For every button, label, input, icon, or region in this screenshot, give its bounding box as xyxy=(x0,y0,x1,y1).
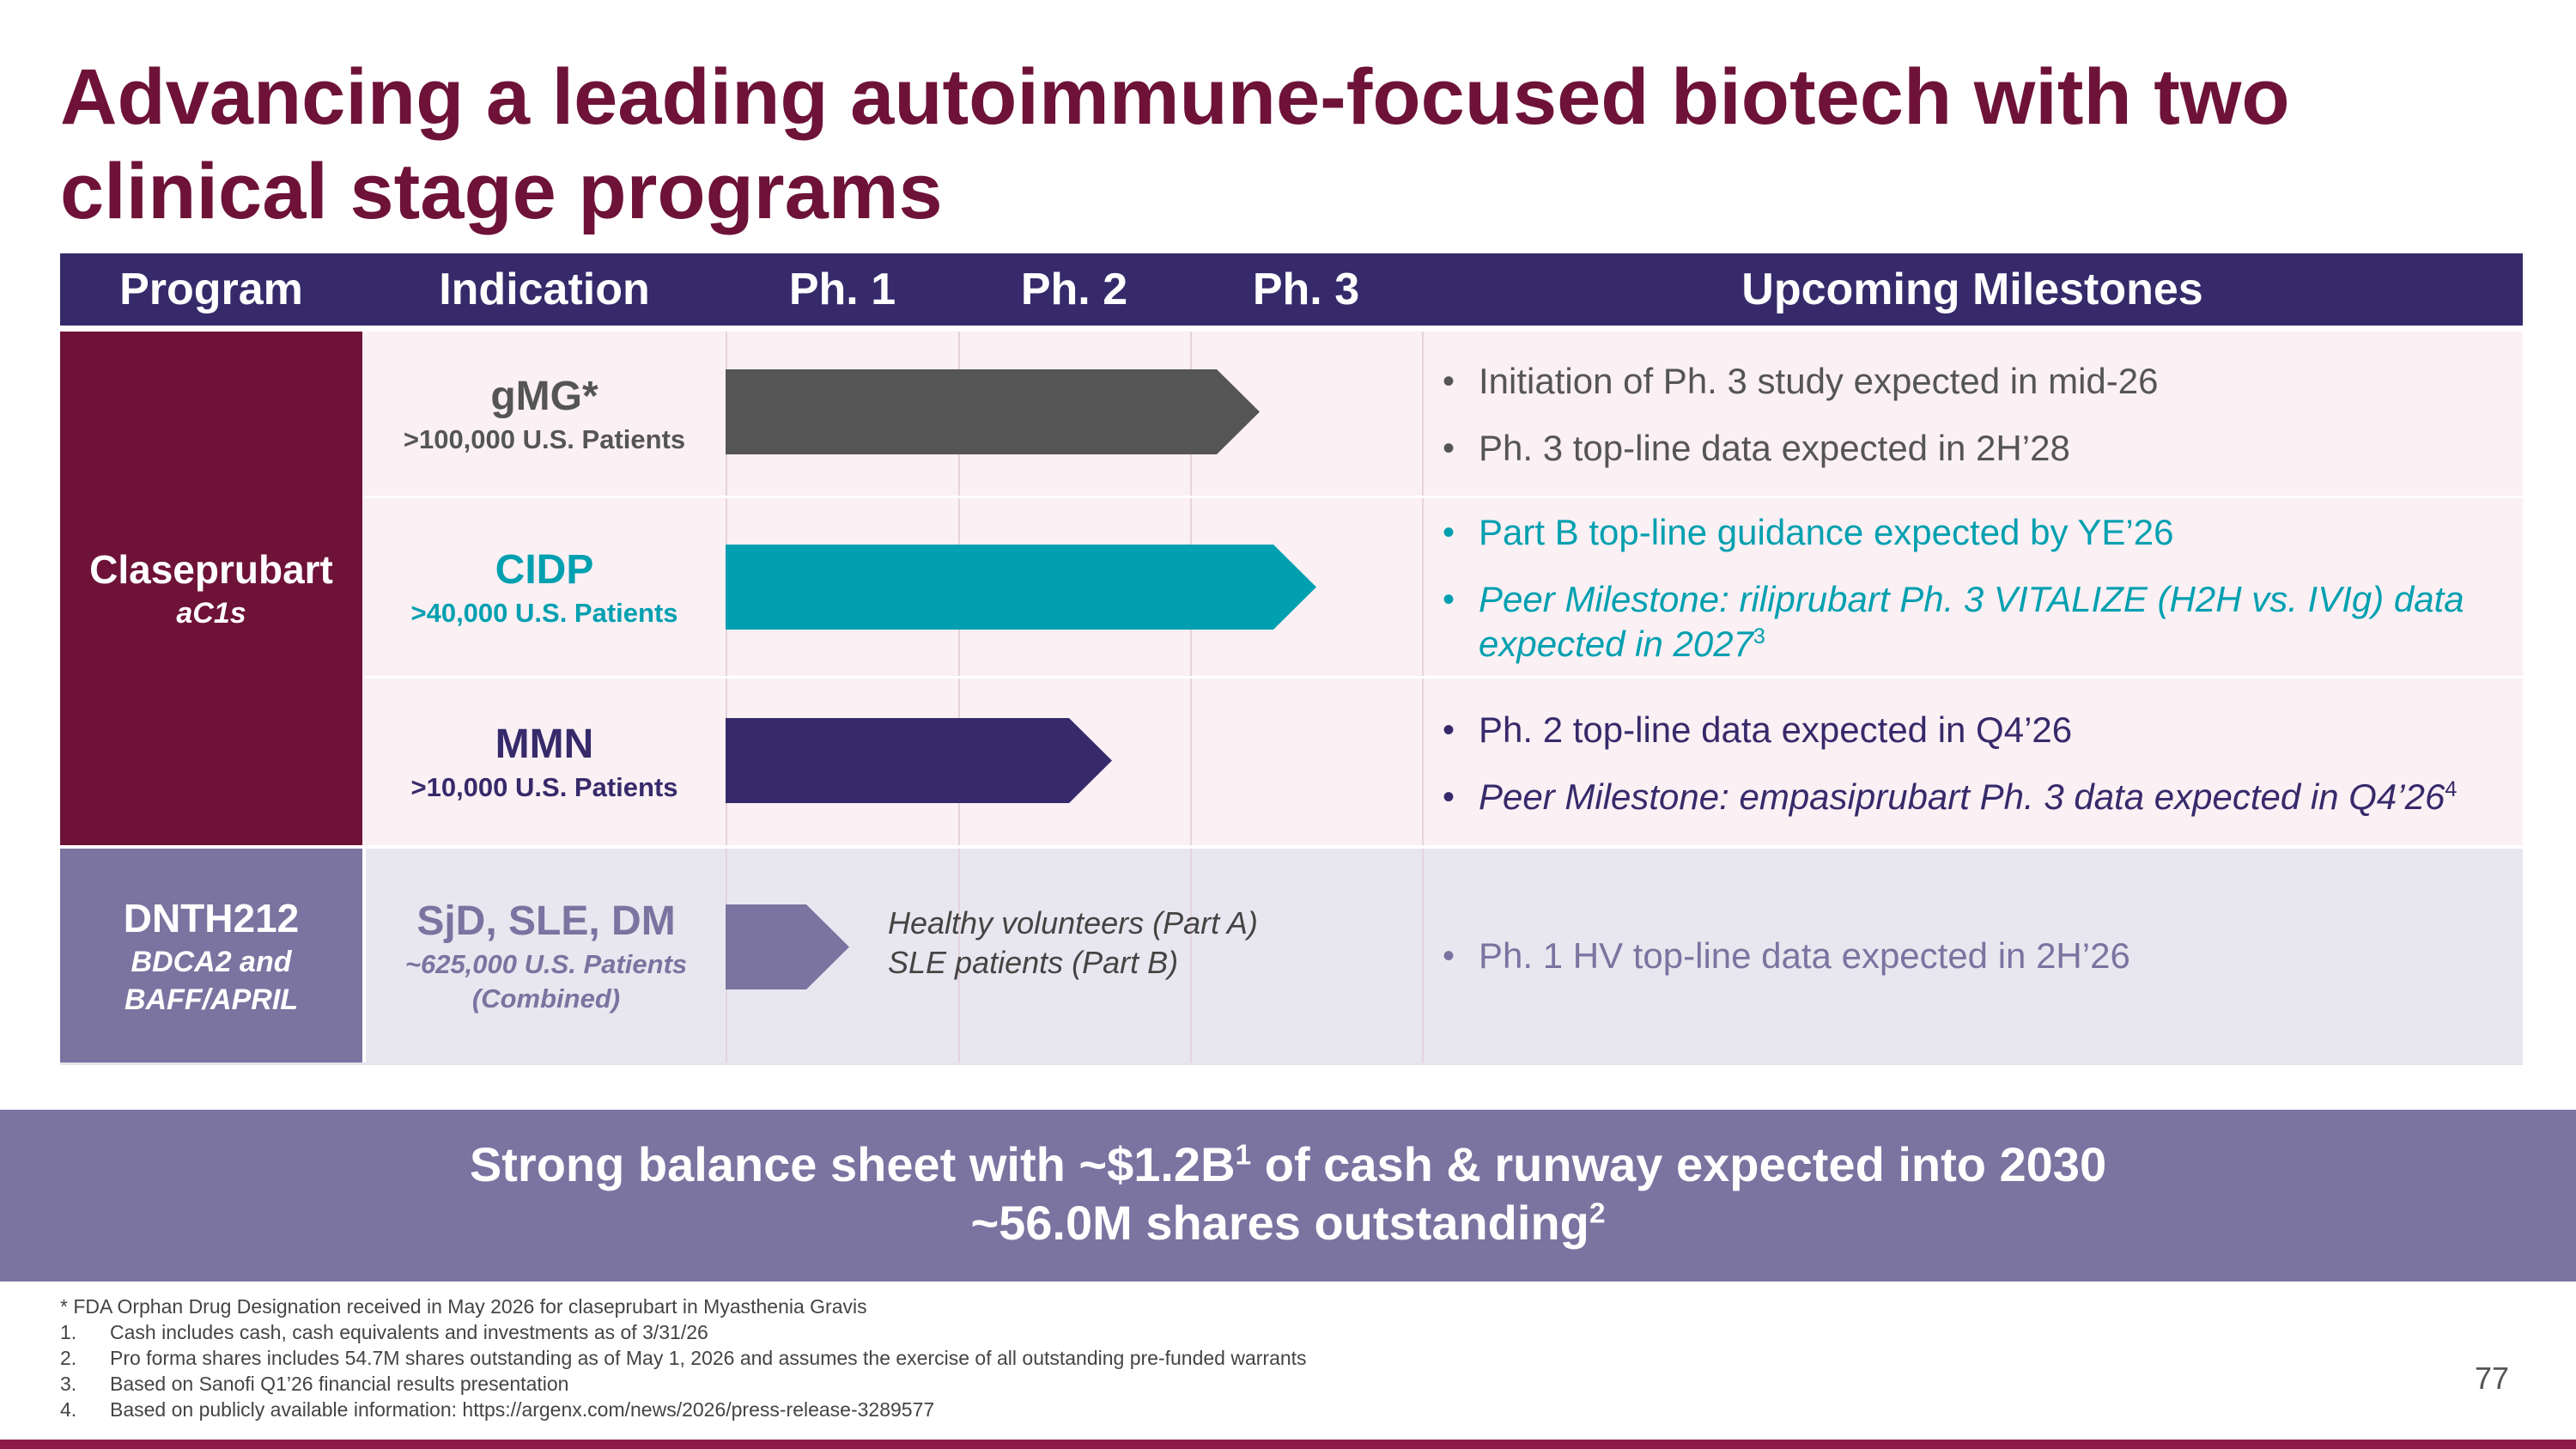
footnote-item: 3. Based on Sanofi Q1’26 financial result… xyxy=(60,1373,569,1395)
milestones-cidp: • Part B top-line guidance expected by YE… xyxy=(1443,510,2516,689)
banner-line-1: Strong balance sheet with ~$1.2B1 of cas… xyxy=(469,1137,2107,1191)
milestones-gmg: • Initiation of Ph. 3 study expected in m… xyxy=(1443,359,2516,493)
row-separator xyxy=(60,845,2523,849)
phase-note-line: Healthy volunteers (Part A) xyxy=(888,905,1258,941)
program-cell-dnth212: DNTH212 BDCA2 and BAFF/APRIL xyxy=(60,849,362,1062)
divider-ph3 xyxy=(1422,332,1424,1062)
footnote-ref: 4 xyxy=(2445,777,2458,801)
indication-cell-gmg: gMG* >100,000 U.S. Patients xyxy=(362,332,726,496)
row-separator xyxy=(60,1062,2523,1065)
indication-name: gMG* xyxy=(490,373,598,419)
row-bg-gmg xyxy=(362,332,2523,496)
divider-indication xyxy=(726,332,727,1062)
progress-arrow-mmn xyxy=(726,718,1112,803)
milestone-item: • Initiation of Ph. 3 study expected in m… xyxy=(1443,361,2159,401)
progress-arrow-cidp xyxy=(726,545,1316,630)
milestone-item: • Ph. 3 top-line data expected in 2H’28 xyxy=(1443,428,2070,468)
indication-cell-mmn: MMN >10,000 U.S. Patients xyxy=(362,679,726,845)
row-separator xyxy=(362,676,2523,679)
banner-line-2: ~56.0M shares outstanding2 xyxy=(970,1196,1606,1250)
milestone-item: • Ph. 2 top-line data expected in Q4’26 xyxy=(1443,709,2073,750)
header-milestones: Upcoming Milestones xyxy=(1741,265,2203,314)
header-indication: Indication xyxy=(439,265,650,314)
indication-patients: >100,000 U.S. Patients xyxy=(403,423,686,454)
phase-note: Healthy volunteers (Part A) SLE patients… xyxy=(888,904,1258,983)
divider-ph2 xyxy=(1190,332,1192,1062)
program-name: Claseprubart xyxy=(89,547,333,592)
program-cell-claseprubart: Claseprubart aC1s xyxy=(60,332,362,845)
program-target: BDCA2 and BAFF/APRIL xyxy=(124,945,299,1016)
balance-sheet-banner: Strong balance sheet with ~$1.2B1 of cas… xyxy=(0,1110,2576,1282)
indication-patients: >10,000 U.S. Patients xyxy=(410,772,678,802)
header-program: Program xyxy=(119,265,303,314)
indication-patients: >40,000 U.S. Patients xyxy=(410,597,678,628)
milestone-item: • Peer Milestone: empasiprubart Ph. 3 dat… xyxy=(1443,776,2458,817)
program-target: aC1s xyxy=(176,597,246,630)
milestones-mmn: • Ph. 2 top-line data expected in Q4’26 •… xyxy=(1443,708,2516,842)
indication-patients: ~625,000 U.S. Patients (Combined) xyxy=(404,948,688,1014)
row-bg-mmn xyxy=(362,679,2523,845)
milestone-item: • Peer Milestone: riliprubart Ph. 3 VITAL… xyxy=(1443,579,2464,664)
phase-note-line: SLE patients (Part B) xyxy=(888,945,1179,980)
divider-ph1 xyxy=(958,332,960,1062)
milestone-item: • Ph. 1 HV top-line data expected in 2H’2… xyxy=(1443,935,2130,976)
row-bg-dnth212 xyxy=(366,849,2523,1062)
table-header: Program Indication Ph. 1 Ph. 2 Ph. 3 Upc… xyxy=(60,253,2523,326)
footnote-ref: 3 xyxy=(1753,624,1765,648)
page-title: Advancing a leading autoimmune-focused b… xyxy=(60,53,2290,235)
footnote-item: 2. Pro forma shares includes 54.7M shares… xyxy=(60,1347,1307,1369)
row-bg-cidp xyxy=(362,498,2523,676)
indication-name: CIDP xyxy=(495,546,594,593)
milestones-dnth212: • Ph. 1 HV top-line data expected in 2H’2… xyxy=(1443,934,2516,1001)
bottom-rule xyxy=(0,1440,2576,1449)
indication-name: MMN xyxy=(495,721,594,767)
milestone-item: • Part B top-line guidance expected by YE… xyxy=(1443,512,2174,552)
page-number: 77 xyxy=(2474,1361,2509,1396)
indication-name: SjD, SLE, DM xyxy=(416,898,676,944)
progress-arrow-gmg xyxy=(726,369,1260,454)
row-separator xyxy=(362,496,2523,498)
header-ph2: Ph. 2 xyxy=(1020,265,1128,314)
progress-arrow-dnth212 xyxy=(726,904,849,989)
footnote-item: 4. Based on publicly available informatio… xyxy=(60,1398,935,1421)
program-name: DNTH212 xyxy=(123,895,300,941)
header-ph3: Ph. 3 xyxy=(1252,265,1360,314)
footnote-item: 1. Cash includes cash, cash equivalents a… xyxy=(60,1321,708,1343)
footnote-star: * FDA Orphan Drug Designation received i… xyxy=(60,1295,867,1318)
header-ph1: Ph. 1 xyxy=(788,265,896,314)
indication-cell-dnth212: SjD, SLE, DM ~625,000 U.S. Patients (Com… xyxy=(366,849,726,1062)
footnotes: * FDA Orphan Drug Designation received i… xyxy=(60,1294,1307,1422)
indication-cell-cidp: CIDP >40,000 U.S. Patients xyxy=(362,498,726,676)
